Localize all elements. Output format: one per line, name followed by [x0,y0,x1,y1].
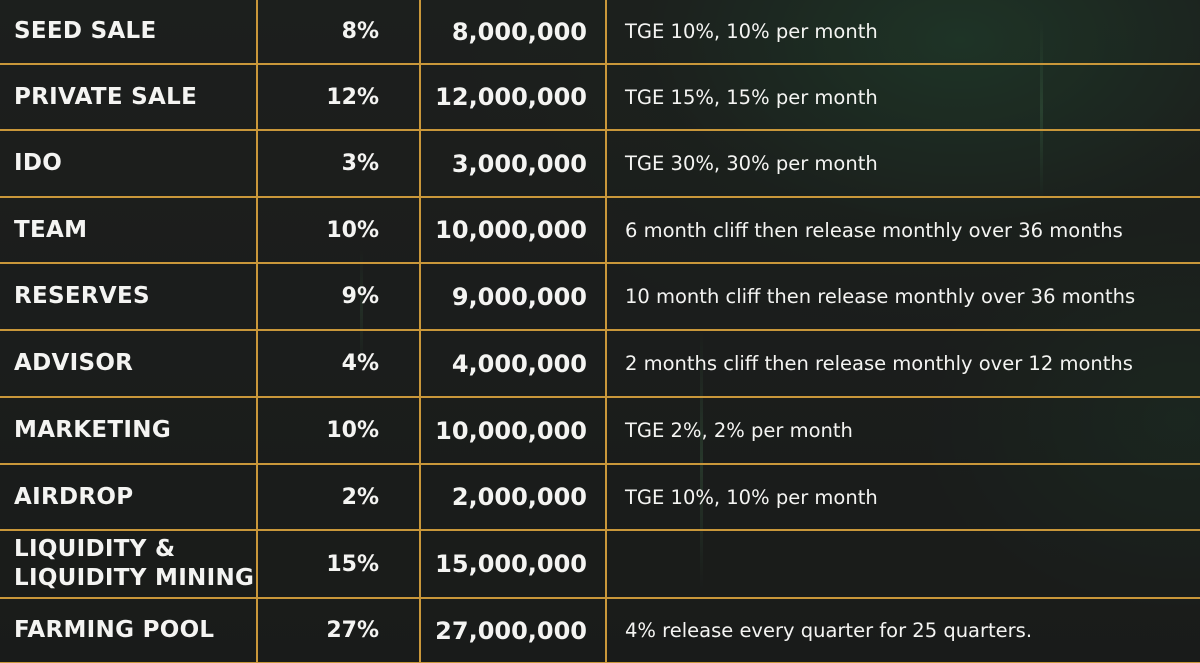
table-row: MARKETING 10% 10,000,000 TGE 2%, 2% per … [0,396,1200,465]
allocation-name: SEED SALE [0,0,258,65]
allocation-percent: 15% [256,529,421,599]
allocation-name: RESERVES [0,262,258,331]
table-row: RESERVES 9% 9,000,000 10 month cliff the… [0,262,1200,331]
table-row: FARMING POOL 27% 27,000,000 4% release e… [0,597,1200,663]
allocation-percent: 12% [256,63,421,131]
allocation-amount: 15,000,000 [419,529,607,599]
allocation-name: AIRDROP [0,463,258,531]
allocation-amount: 8,000,000 [419,0,607,65]
allocation-amount: 10,000,000 [419,196,607,264]
vesting-schedule: TGE 30%, 30% per month [605,129,1200,198]
allocation-name-line: LIQUIDITY MINING [14,565,255,591]
allocation-amount: 3,000,000 [419,129,607,198]
allocation-amount: 2,000,000 [419,463,607,531]
table-row: PRIVATE SALE 12% 12,000,000 TGE 15%, 15%… [0,63,1200,131]
allocation-name: FARMING POOL [0,597,258,663]
allocation-name: IDO [0,129,258,198]
allocation-percent: 27% [256,597,421,663]
table-row: ADVISOR 4% 4,000,000 2 months cliff then… [0,329,1200,398]
vesting-schedule: TGE 15%, 15% per month [605,63,1200,131]
allocation-amount: 27,000,000 [419,597,607,663]
vesting-schedule: 4% release every quarter for 25 quarters… [605,597,1200,663]
allocation-percent: 10% [256,396,421,465]
allocation-amount: 9,000,000 [419,262,607,331]
allocation-amount: 10,000,000 [419,396,607,465]
table-row: TEAM 10% 10,000,000 6 month cliff then r… [0,196,1200,264]
allocation-percent: 2% [256,463,421,531]
allocation-percent: 4% [256,329,421,398]
allocation-name-line: LIQUIDITY & [14,536,176,562]
allocation-name: TEAM [0,196,258,264]
allocation-percent: 10% [256,196,421,264]
allocation-percent: 8% [256,0,421,65]
vesting-schedule [605,529,1200,599]
table-row: LIQUIDITY & LIQUIDITY MINING 15% 15,000,… [0,529,1200,599]
vesting-schedule: 2 months cliff then release monthly over… [605,329,1200,398]
allocation-name: MARKETING [0,396,258,465]
table-row: IDO 3% 3,000,000 TGE 30%, 30% per month [0,129,1200,198]
vesting-schedule: TGE 10%, 10% per month [605,0,1200,65]
allocation-percent: 9% [256,262,421,331]
allocation-amount: 12,000,000 [419,63,607,131]
vesting-schedule: TGE 10%, 10% per month [605,463,1200,531]
allocation-amount: 4,000,000 [419,329,607,398]
vesting-schedule: 10 month cliff then release monthly over… [605,262,1200,331]
table-row: SEED SALE 8% 8,000,000 TGE 10%, 10% per … [0,0,1200,65]
allocation-percent: 3% [256,129,421,198]
vesting-schedule: 6 month cliff then release monthly over … [605,196,1200,264]
allocation-name: PRIVATE SALE [0,63,258,131]
allocation-name: LIQUIDITY & LIQUIDITY MINING [0,529,258,599]
allocation-name: ADVISOR [0,329,258,398]
table-row: AIRDROP 2% 2,000,000 TGE 10%, 10% per mo… [0,463,1200,531]
vesting-schedule: TGE 2%, 2% per month [605,396,1200,465]
